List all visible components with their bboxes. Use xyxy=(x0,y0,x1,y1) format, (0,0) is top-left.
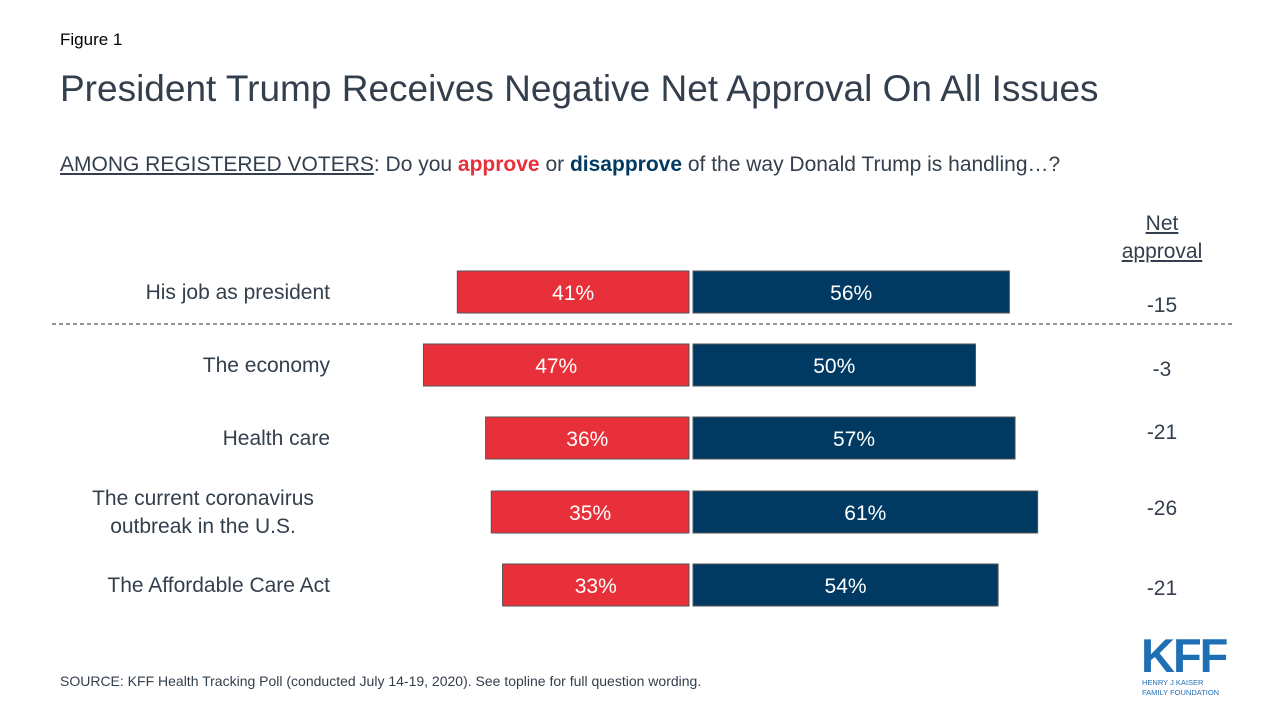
disapprove-value-label: 56% xyxy=(830,282,872,305)
logo-line-2: FAMILY FOUNDATION xyxy=(1142,688,1219,697)
disapprove-bar xyxy=(692,490,1039,534)
survey-question: AMONG REGISTERED VOTERS: Do you approve … xyxy=(60,153,1060,177)
approve-bar xyxy=(485,416,690,460)
question-text-1: : Do you xyxy=(373,153,458,176)
question-text-2: or xyxy=(539,153,570,176)
approve-value-label: 47% xyxy=(535,355,577,378)
net-approval-value: -15 xyxy=(1147,294,1177,317)
diverging-bar-chart: His job as president 41% 56% -15 The economy… xyxy=(52,270,1234,607)
source-note: SOURCE: KFF Health Tracking Poll (conduc… xyxy=(60,673,702,689)
approve-bar xyxy=(456,270,690,314)
approve-bar xyxy=(502,563,690,607)
question-text-3: of the way Donald Trump is handling…? xyxy=(682,153,1061,176)
approve-value-label: 41% xyxy=(552,282,594,305)
net-header-line-2: approval xyxy=(1121,240,1203,263)
approve-value-label: 33% xyxy=(575,575,617,598)
net-header-line-1: Net xyxy=(1145,212,1179,235)
net-approval-value: -21 xyxy=(1147,577,1177,600)
disapprove-bar xyxy=(692,416,1016,460)
category-label: His job as president xyxy=(146,281,331,304)
approve-value-label: 35% xyxy=(569,502,611,525)
net-approval-header: Net approval xyxy=(1100,210,1224,266)
disapprove-bar xyxy=(692,343,976,387)
disapprove-value-label: 50% xyxy=(813,355,855,378)
figure-label: Figure 1 xyxy=(60,30,123,49)
net-approval-value: -26 xyxy=(1147,497,1177,520)
question-disapprove-word: disapprove xyxy=(569,153,683,176)
question-approve-word: approve xyxy=(457,153,540,176)
logo-line-1: HENRY J KAISER xyxy=(1142,678,1204,687)
category-label: The current coronavirus xyxy=(92,487,314,510)
disapprove-value-label: 54% xyxy=(825,575,867,598)
approve-value-label: 36% xyxy=(566,428,608,451)
category-label: The economy xyxy=(203,354,331,377)
logo-main-text: KFF xyxy=(1141,632,1227,682)
kff-logo: KFF HENRY J KAISER FAMILY FOUNDATION xyxy=(1141,632,1229,697)
category-label: The Affordable Care Act xyxy=(107,574,330,597)
net-approval-value: -3 xyxy=(1153,358,1172,381)
disapprove-value-label: 61% xyxy=(844,502,886,525)
disapprove-bar xyxy=(692,563,999,607)
approve-bar xyxy=(490,490,690,534)
approve-bar xyxy=(422,343,690,387)
net-approval-value: -21 xyxy=(1147,421,1177,444)
disapprove-value-label: 57% xyxy=(833,428,875,451)
disapprove-bar xyxy=(692,270,1010,314)
category-label: Health care xyxy=(223,427,330,450)
question-prefix: AMONG REGISTERED VOTERS xyxy=(60,153,374,176)
chart-title: President Trump Receives Negative Net Ap… xyxy=(60,68,1099,109)
category-label: outbreak in the U.S. xyxy=(110,515,296,538)
